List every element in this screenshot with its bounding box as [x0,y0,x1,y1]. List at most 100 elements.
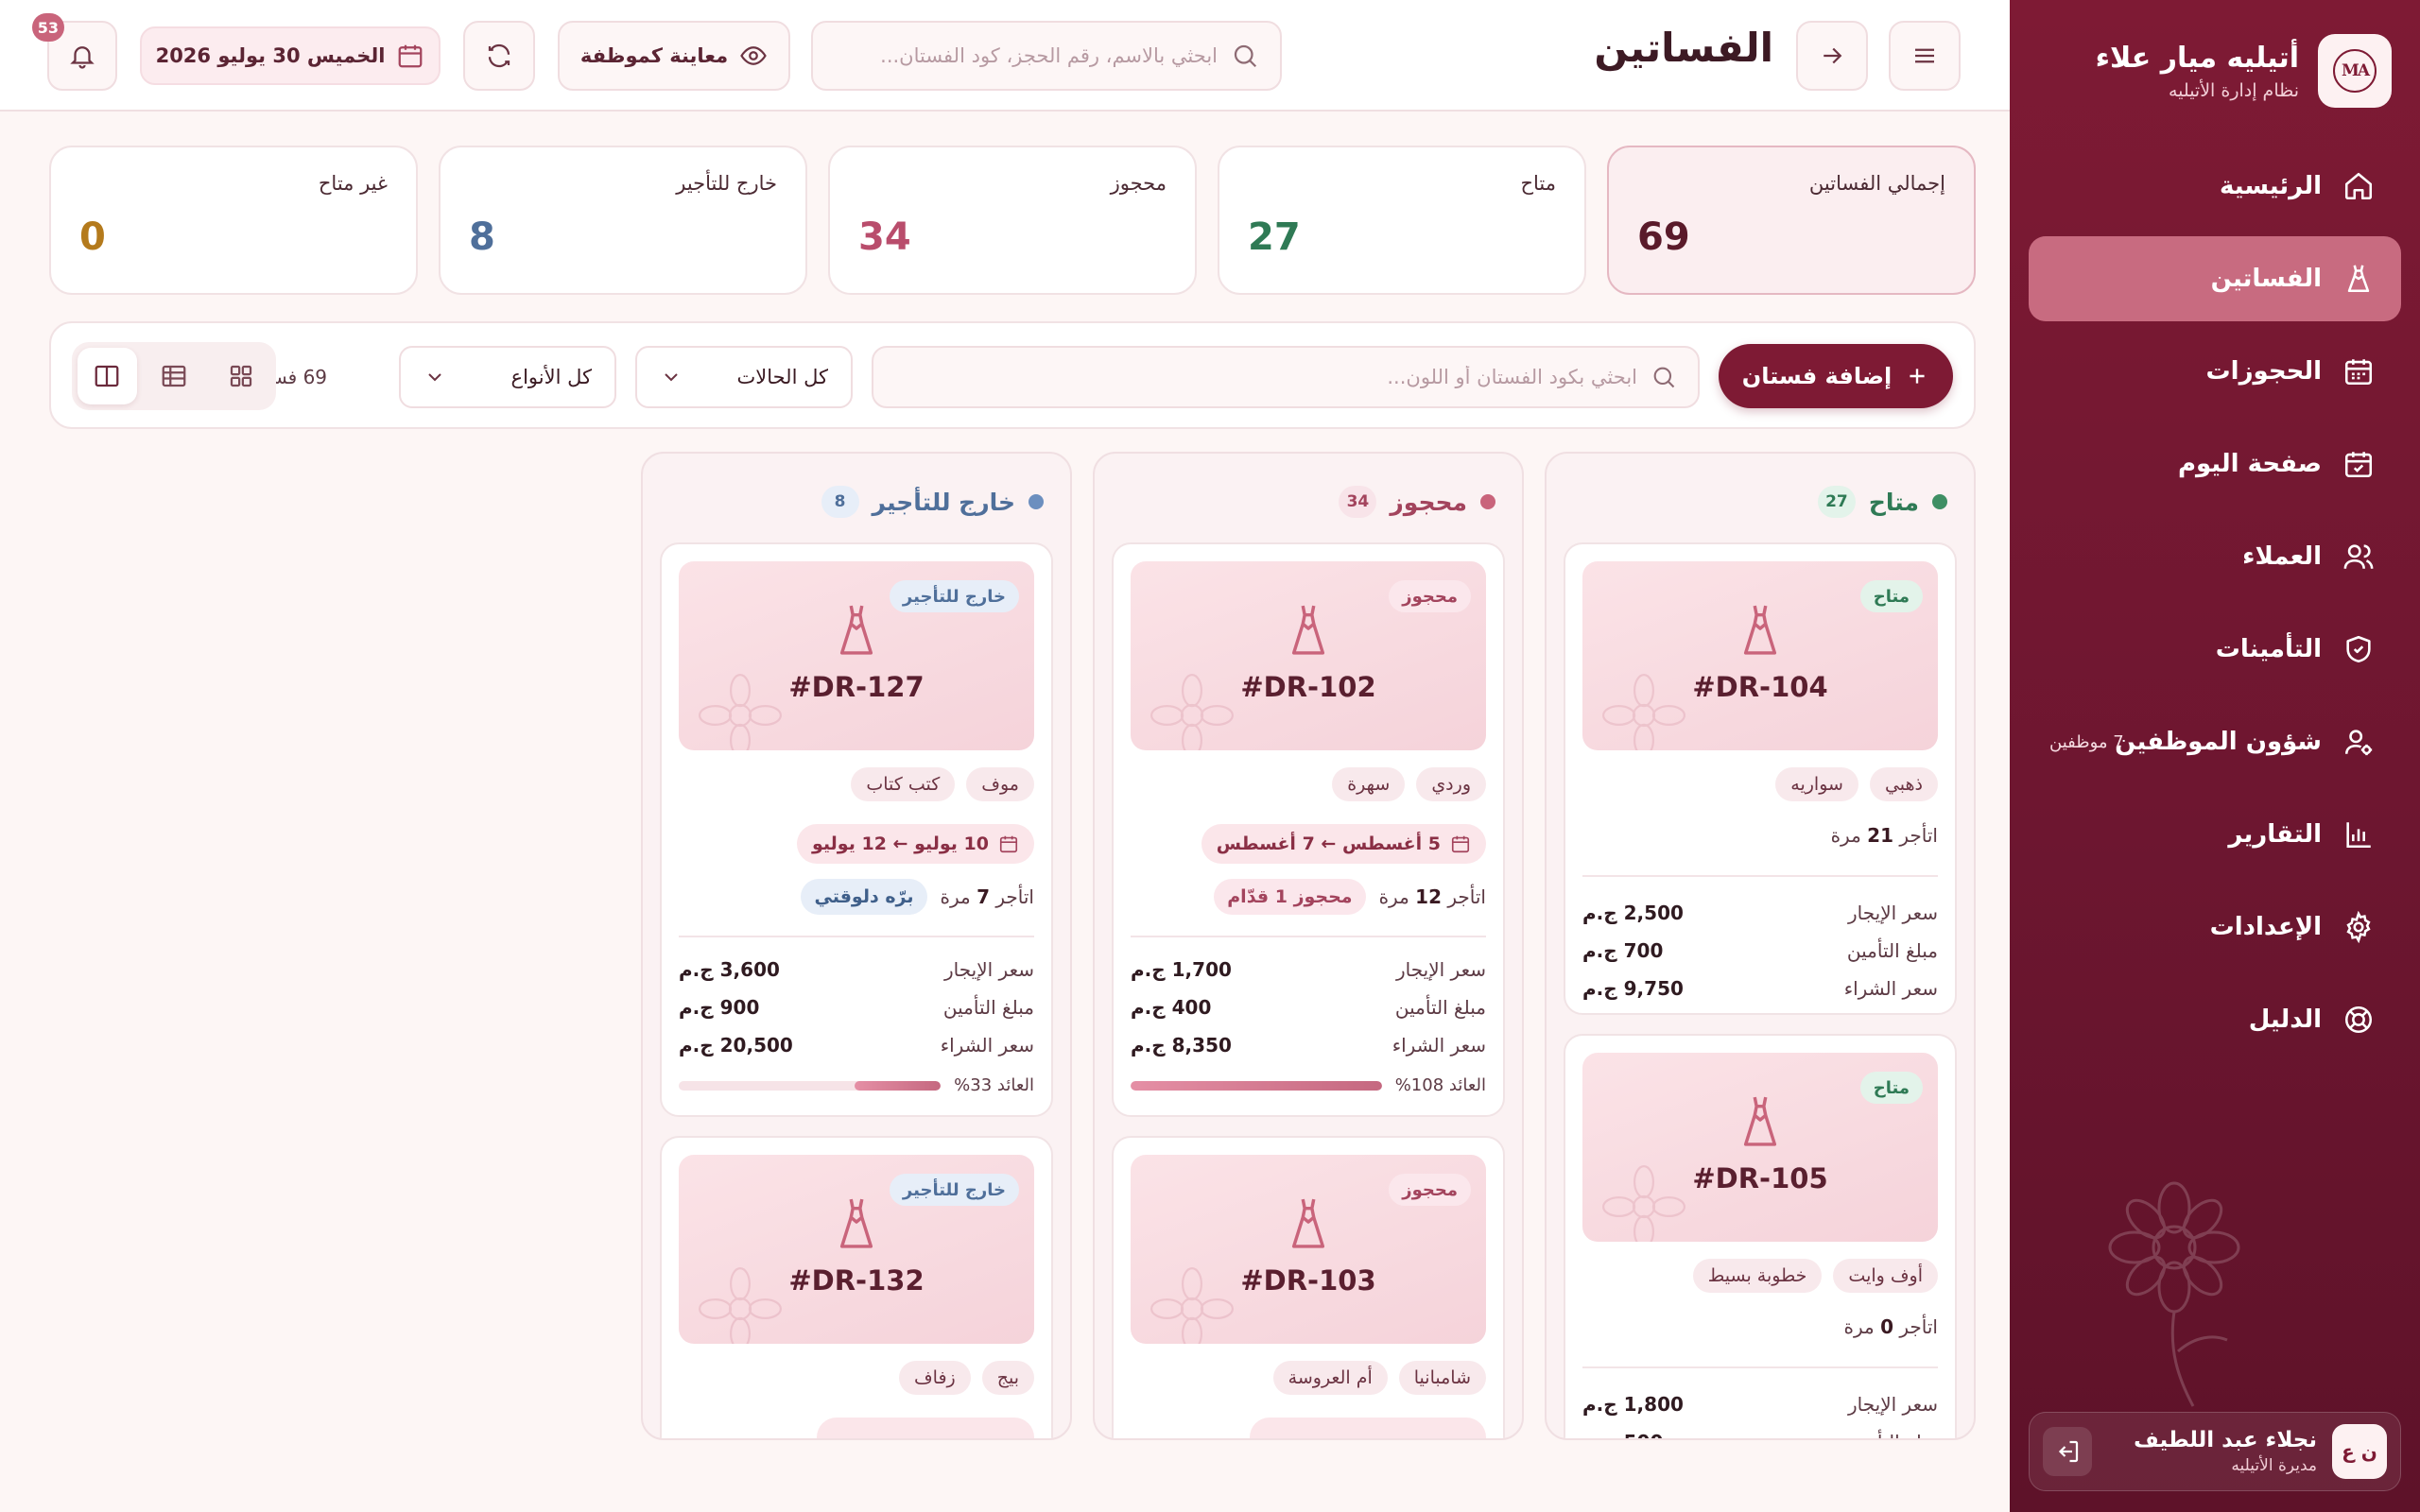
dress-card[interactable]: #DR-104 متاح ذهبي سواريه اتأجر 21 مرة سع… [1564,542,1957,1015]
color-tag: وردي [1416,767,1486,801]
calendar-check-icon [2342,448,2375,480]
flower-pattern-icon [1140,1257,1244,1344]
stat-rented-out[interactable]: خارج للتأجير 8 [439,146,807,295]
return-progress: العائد 108% [1131,1075,1486,1095]
stats-row: إجمالي الفساتين 69 متاح 27 محجوز 34 خارج… [49,146,1976,295]
staff-count-badge: 7 موظفين [2049,731,2124,752]
price-value: 900 ج.م [679,996,760,1019]
price-label: سعر الشراء [1843,977,1938,1000]
color-tag: أوف وايت [1833,1259,1938,1293]
return-label: العائد 33% [954,1075,1034,1095]
currently-out-chip: برّه دلوقتي [801,879,927,915]
status-badge: خارج للتأجير [889,580,1019,612]
global-search[interactable] [811,21,1282,91]
table-view-button[interactable] [145,348,204,404]
type-filter-select[interactable]: كل الأنواع [399,346,616,408]
current-user-card[interactable]: ن ع نجلاء عبد اللطيف مديرة الأتيليه [2029,1412,2401,1491]
progress-fill [854,1080,942,1091]
grid-view-button[interactable] [211,348,270,404]
price-label: سعر الإيجار [944,958,1034,981]
dress-icon [835,1194,878,1251]
sidebar: MA أتيليه ميار علاء نظام إدارة الأتيليه … [2010,0,2420,1512]
stat-label: خارج للتأجير [676,172,777,195]
gear-icon [2342,911,2375,943]
dress-search-input[interactable] [894,366,1637,388]
flower-pattern-icon [688,663,792,750]
sidebar-item-reports[interactable]: التقارير [2029,792,2401,877]
add-dress-button[interactable]: إضافة فستان [1719,344,1953,408]
status-badge: محجوز [1389,1174,1471,1206]
dress-card[interactable]: #DR-103 محجوز شامبانيا أم العروسة [1112,1136,1505,1438]
sidebar-item-guide[interactable]: الدليل [2029,977,2401,1062]
divider [1131,936,1486,937]
search-icon [1651,364,1677,390]
price-value: 500 ج.م [1582,1431,1663,1438]
price-label: سعر الإيجار [1396,958,1486,981]
dress-card[interactable]: #DR-105 متاح أوف وايت خطوبة بسيط اتأجر 0… [1564,1034,1957,1438]
dress-tags: أوف وايت خطوبة بسيط [1692,1259,1938,1293]
booking-dates-text: 5 أغسطس ← 7 أغسطس [1216,833,1441,854]
sidebar-item-clients[interactable]: العملاء [2029,514,2401,599]
brand: MA أتيليه ميار علاء نظام إدارة الأتيليه [2096,34,2392,108]
rent-price-row: سعر الإيجار 1,700 ج.م [1131,958,1486,981]
rented-suffix: مرة [1843,1315,1875,1338]
sidebar-item-label: التقارير [2228,820,2322,849]
dress-code: #DR-127 [788,671,925,703]
dress-card[interactable]: #DR-132 خارج للتأجير بيج زفاف [660,1136,1053,1438]
menu-button[interactable] [1889,21,1961,91]
brand-subtitle: نظام إدارة الأتيليه [2168,79,2299,101]
sidebar-item-home[interactable]: الرئيسية [2029,144,2401,229]
dress-card[interactable]: #DR-127 خارج للتأجير موف كتب كتاب 10 يول… [660,542,1053,1117]
refresh-button[interactable] [463,21,535,91]
stat-unavailable[interactable]: غير متاح 0 [49,146,418,295]
column-rented-out: خارج للتأجير 8 #DR-127 خارج للتأجير موف … [641,452,1072,1440]
date-display[interactable]: الخميس 30 يوليو 2026 [140,26,441,85]
price-value: 20,500 ج.م [679,1034,793,1057]
stat-booked[interactable]: محجوز 34 [828,146,1197,295]
sidebar-item-label: العملاء [2242,542,2322,571]
booking-dates [1250,1418,1486,1438]
stat-label: محجوز [1110,172,1167,195]
stat-available[interactable]: متاح 27 [1218,146,1586,295]
sidebar-item-label: الدليل [2248,1005,2322,1034]
buy-price-row: سعر الشراء 9,750 ج.م [1582,977,1938,1000]
price-value: 3,600 ج.م [679,958,780,981]
sidebar-item-staff[interactable]: شؤون الموظفين 7 موظفين [2029,699,2401,784]
rented-prefix: اتأجر [1899,1315,1938,1338]
dress-thumbnail: #DR-102 محجوز [1131,561,1486,750]
price-label: مبلغ التأمين [942,996,1034,1019]
dress-icon [1287,601,1330,658]
kanban-view-button[interactable] [77,348,137,404]
sidebar-item-settings[interactable]: الإعدادات [2029,885,2401,970]
status-filter-select[interactable]: كل الحالات [635,346,853,408]
kanban-icon [93,362,121,390]
dress-card[interactable]: #DR-102 محجوز وردي سهرة 5 أغسطس ← 7 أغسط… [1112,542,1505,1117]
dress-thumbnail: #DR-105 متاح [1582,1053,1938,1242]
user-gear-icon [2342,726,2375,758]
add-dress-label: إضافة فستان [1741,363,1893,389]
rented-count-row: اتأجر 0 مرة [1844,1315,1939,1338]
page-title: الفساتين [1594,25,1773,71]
type-filter-value: كل الأنواع [510,366,592,388]
dress-icon [1738,601,1782,658]
sidebar-item-deposits[interactable]: التأمينات [2029,607,2401,692]
stat-total[interactable]: إجمالي الفساتين 69 [1607,146,1976,295]
sidebar-item-bookings[interactable]: الحجوزات [2029,329,2401,414]
return-progress: العائد 33% [679,1075,1034,1095]
rented-count: 12 [1415,885,1443,908]
back-button[interactable] [1796,21,1868,91]
search-input[interactable] [834,44,1218,67]
rent-price-row: سعر الإيجار 3,600 ج.م [679,958,1034,981]
status-badge: متاح [1859,580,1923,612]
sidebar-item-dresses[interactable]: الفساتين [2029,236,2401,321]
stat-value: 0 [79,215,106,259]
notifications-button[interactable]: 53 [31,13,117,91]
dress-search[interactable] [872,346,1700,408]
logout-button[interactable] [2043,1427,2092,1476]
dress-tags: موف كتب كتاب [851,767,1034,801]
sidebar-item-today[interactable]: صفحة اليوم [2029,421,2401,507]
preview-as-employee-button[interactable]: معاينة كموظفة [558,21,790,91]
sidebar-item-label: التأمينات [2215,635,2322,663]
price-value: 1,700 ج.م [1131,958,1232,981]
sidebar-item-label: الحجوزات [2205,357,2322,386]
